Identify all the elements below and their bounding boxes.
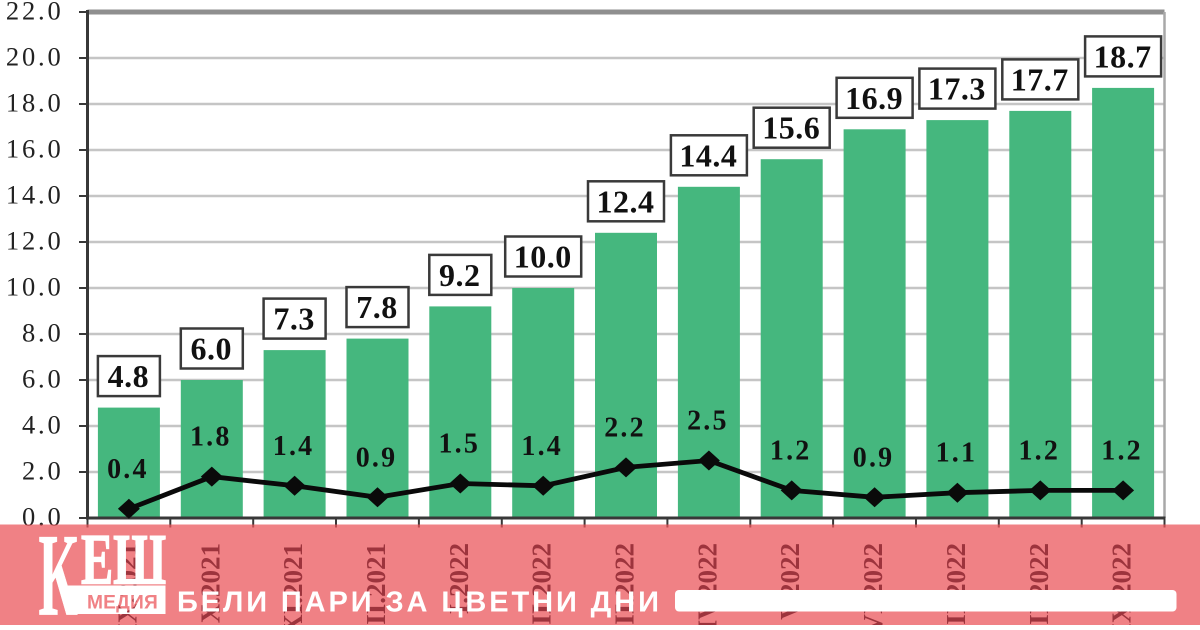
svg-text:1.4: 1.4 xyxy=(273,431,315,462)
svg-text:6.0: 6.0 xyxy=(22,364,64,394)
svg-text:1.2: 1.2 xyxy=(1101,435,1143,466)
svg-text:9.2: 9.2 xyxy=(439,257,481,293)
svg-text:17.7: 17.7 xyxy=(1011,61,1069,97)
svg-text:II.2022: II.2022 xyxy=(527,543,557,625)
svg-text:7.3: 7.3 xyxy=(273,301,315,337)
svg-text:10.0: 10.0 xyxy=(514,239,572,275)
svg-text:16.0: 16.0 xyxy=(6,134,64,164)
svg-text:VI.2022: VI.2022 xyxy=(858,543,888,625)
svg-text:IX.2022: IX.2022 xyxy=(1107,543,1137,625)
svg-text:1.8: 1.8 xyxy=(190,422,232,453)
svg-text:БЕЛИ ПАРИ ЗА ЦВЕТНИ ДНИ: БЕЛИ ПАРИ ЗА ЦВЕТНИ ДНИ xyxy=(177,587,662,619)
svg-text:0.4: 0.4 xyxy=(107,454,149,485)
svg-text:III.2022: III.2022 xyxy=(610,543,640,625)
svg-text:VII.2022: VII.2022 xyxy=(941,543,971,625)
svg-text:I.2022: I.2022 xyxy=(444,543,474,614)
svg-text:2.0: 2.0 xyxy=(22,456,64,486)
svg-text:1.5: 1.5 xyxy=(438,429,480,460)
svg-text:8.0: 8.0 xyxy=(22,318,64,348)
svg-text:17.3: 17.3 xyxy=(928,71,986,107)
svg-text:14.4: 14.4 xyxy=(679,137,737,173)
svg-text:10.0: 10.0 xyxy=(6,272,64,302)
svg-text:14.0: 14.0 xyxy=(6,180,64,210)
svg-text:1.2: 1.2 xyxy=(770,435,812,466)
svg-text:2.5: 2.5 xyxy=(687,406,729,437)
svg-text:0.9: 0.9 xyxy=(853,442,895,473)
svg-text:22.0: 22.0 xyxy=(6,0,64,26)
svg-text:0.9: 0.9 xyxy=(356,442,398,473)
svg-text:1.1: 1.1 xyxy=(936,438,978,469)
svg-text:6.0: 6.0 xyxy=(191,331,233,367)
svg-text:4.8: 4.8 xyxy=(108,358,150,394)
svg-text:12.0: 12.0 xyxy=(6,226,64,256)
svg-text:XI.2021: XI.2021 xyxy=(278,543,308,625)
svg-text:15.6: 15.6 xyxy=(762,110,820,146)
svg-text:20.0: 20.0 xyxy=(6,42,64,72)
svg-text:16.9: 16.9 xyxy=(845,80,903,116)
svg-text:12.4: 12.4 xyxy=(597,183,655,219)
svg-text:18.7: 18.7 xyxy=(1094,38,1152,74)
svg-text:XII.2021: XII.2021 xyxy=(361,543,391,625)
svg-text:1.4: 1.4 xyxy=(521,431,563,462)
svg-text:1.2: 1.2 xyxy=(1018,435,1060,466)
svg-text:4.0: 4.0 xyxy=(22,410,64,440)
svg-text:7.8: 7.8 xyxy=(356,289,398,325)
svg-text:X.2021: X.2021 xyxy=(195,543,225,623)
svg-text:VIII.2022: VIII.2022 xyxy=(1024,543,1054,625)
svg-text:IV.2022: IV.2022 xyxy=(692,543,722,625)
svg-text:18.0: 18.0 xyxy=(6,88,64,118)
svg-text:2.2: 2.2 xyxy=(604,412,646,443)
